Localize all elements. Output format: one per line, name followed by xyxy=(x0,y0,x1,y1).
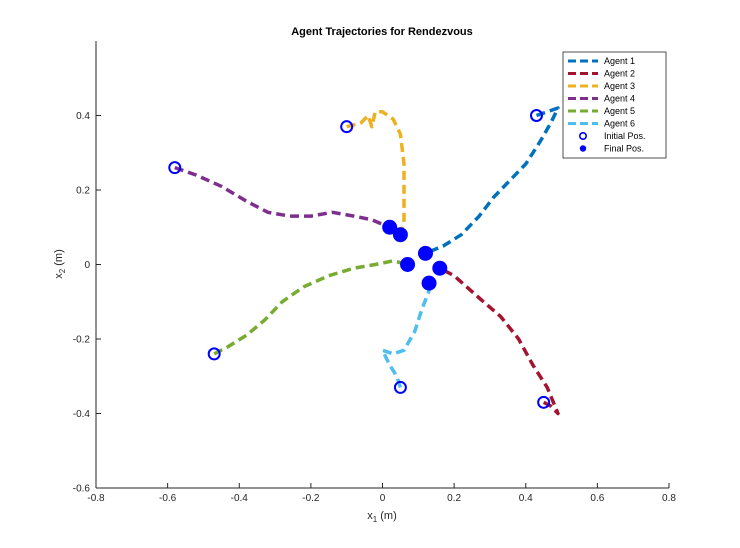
legend-label-agent-2: Agent 2 xyxy=(604,69,635,79)
series-line-agent-5 xyxy=(213,259,409,356)
y-tick-label: -0.6 xyxy=(73,484,91,495)
x-tick-label: 0.4 xyxy=(519,493,533,504)
legend-label-initial-pos: Initial Pos. xyxy=(604,131,646,141)
x-tick-label: -0.8 xyxy=(87,493,105,504)
y-tick-label: -0.2 xyxy=(73,335,91,346)
series-line-agent-2 xyxy=(438,266,560,416)
legend-label-agent-1: Agent 1 xyxy=(604,56,635,66)
final-pos-marker-agent-3 xyxy=(392,227,408,243)
x-axis-label: x1 (m) xyxy=(367,510,397,524)
legend-box xyxy=(562,51,667,159)
final-pos-marker-agent-1 xyxy=(417,245,433,261)
y-tick-label: -0.4 xyxy=(73,409,91,420)
initial-pos-marker-agent-5 xyxy=(207,347,221,361)
legend-label-agent-4: Agent 4 xyxy=(604,94,635,104)
x-tick-label: 0.8 xyxy=(662,493,676,504)
series-layer xyxy=(174,106,560,416)
initial-pos-marker-agent-3 xyxy=(340,120,354,134)
series-line-agent-4 xyxy=(174,165,391,229)
legend: Agent 1 Agent 2 Agent 3 Agent 4 Agent 5 Agent… xyxy=(562,51,667,159)
legend-label-final-pos: Final Pos. xyxy=(604,144,644,154)
legend-initial-marker xyxy=(578,132,587,141)
x-tick-label: 0 xyxy=(380,493,386,504)
x-tick-label: -0.6 xyxy=(159,493,177,504)
marker-layer xyxy=(168,109,551,409)
final-pos-marker-agent-5 xyxy=(400,257,416,272)
legend-label-agent-3: Agent 3 xyxy=(604,81,635,91)
series-line-agent-3 xyxy=(346,110,406,236)
initial-pos-marker-agent-2 xyxy=(537,395,551,409)
initial-pos-marker-agent-1 xyxy=(529,109,543,122)
series-line-agent-1 xyxy=(424,106,560,255)
y-tick-label: 0.2 xyxy=(76,186,90,197)
y-tick-label: 0 xyxy=(84,260,90,271)
axes: -0.8 -0.6 -0.4 -0.2 0 0.2 0.4 0.6 0.8-0.6-0.4-0.… xyxy=(73,41,676,504)
x-tick-label: 0.6 xyxy=(590,493,604,504)
x-tick-label: -0.2 xyxy=(302,493,320,504)
x-tick-label: -0.4 xyxy=(231,493,249,504)
y-axis-label: x2 (m) xyxy=(53,249,67,279)
x-tick-label: 0.2 xyxy=(447,493,461,504)
series-line-agent-6 xyxy=(380,283,431,388)
legend-label-agent-5: Agent 5 xyxy=(604,106,635,116)
initial-pos-marker-agent-6 xyxy=(393,380,407,394)
final-pos-marker-agent-6 xyxy=(421,275,437,291)
legend-label-agent-6: Agent 6 xyxy=(604,119,635,129)
legend-final-marker xyxy=(579,145,587,152)
initial-pos-marker-agent-4 xyxy=(168,161,182,175)
final-pos-marker-agent-4 xyxy=(382,219,398,235)
final-pos-marker-agent-2 xyxy=(432,260,448,276)
chart-title: Agent Trajectories for Rendezvous xyxy=(291,26,473,38)
y-tick-label: 0.4 xyxy=(76,111,90,122)
